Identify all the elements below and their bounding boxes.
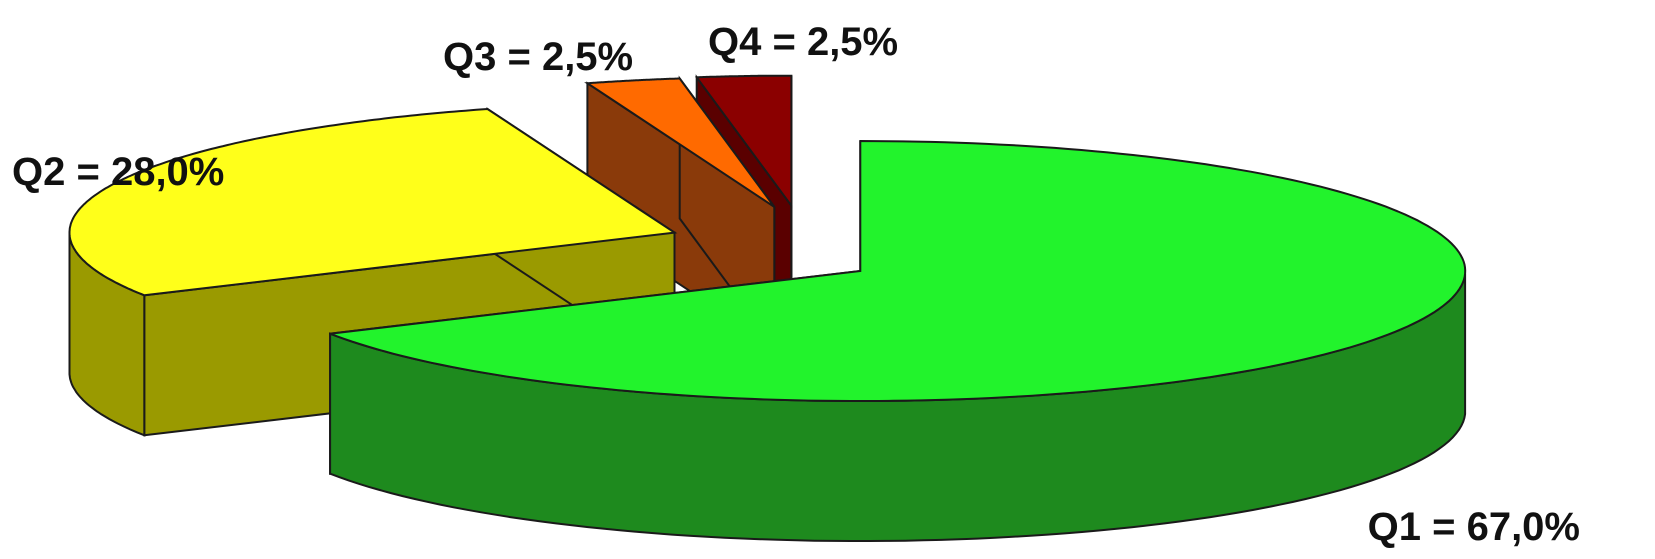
slice-q2-top (68, 107, 678, 297)
slices-layer (68, 74, 1467, 542)
slice-label-q3: Q3 = 2,5% (443, 35, 633, 79)
slice-q3-top (584, 77, 776, 208)
slice-q4-top (694, 74, 793, 209)
slice-q3 (584, 75, 776, 350)
slice-q1-top (329, 139, 1467, 402)
slice-q1 (329, 139, 1467, 542)
slice-label-q4: Q4 = 2,5% (708, 20, 898, 64)
slice-label-q2: Q2 = 28,0% (12, 150, 224, 194)
slice-label-q1: Q1 = 67,0% (1368, 505, 1580, 549)
labels-layer: Q1 = 67,0% Q2 = 28,0% Q3 = 2,5% Q4 = 2,5… (12, 20, 1580, 549)
